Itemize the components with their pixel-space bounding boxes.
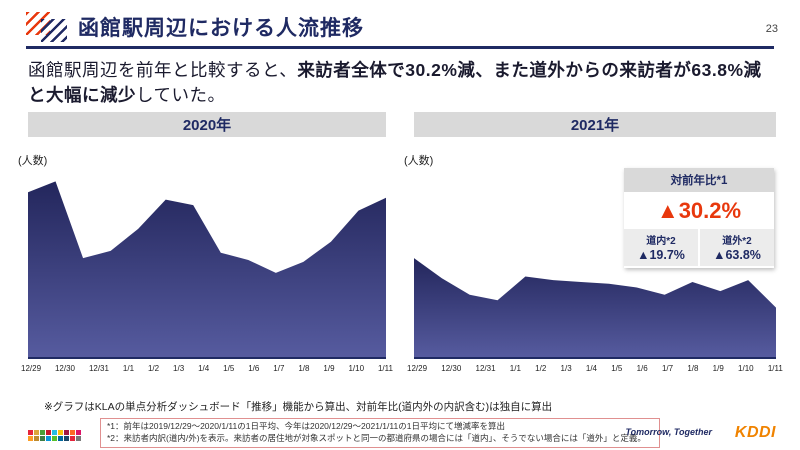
year-header-2021: 2021年 — [414, 112, 776, 137]
chart-source-footnote: ※グラフはKLAの単点分析ダッシュボード「推移」機能から算出、対前年比(道内外の… — [44, 401, 553, 413]
definition-notes-box: *1：前年は2019/12/29～2020/1/11の1日平均、今年は2020/… — [100, 418, 660, 448]
sdgs-square — [52, 436, 57, 441]
x-tick-label: 12/31 — [475, 364, 496, 373]
x-tick-label: 1/8 — [687, 364, 699, 373]
year-header-2020: 2020年 — [28, 112, 386, 137]
title-underline — [26, 46, 774, 49]
area-chart-2020 — [28, 174, 386, 359]
brand-tagline: Tomorrow, Together — [625, 427, 713, 437]
x-tick-label: 1/11 — [377, 364, 393, 373]
kddi-logo: KDDI — [734, 424, 776, 441]
y-axis-unit-label: (人数) — [404, 155, 434, 167]
yoy-dougai-label: 道外*2 — [722, 236, 752, 247]
x-tick-label: 1/6 — [636, 364, 648, 373]
header-stripes-icon — [26, 12, 70, 42]
yoy-dounai-value: ▲19.7% — [637, 248, 685, 262]
x-tick-label: 1/5 — [223, 364, 235, 373]
page-title: 函館駅周辺における人流推移 — [78, 17, 364, 40]
yoy-breakdown: 道内*2 ▲19.7% 道外*2 ▲63.8% — [624, 229, 774, 268]
y-axis-unit-label: (人数) — [18, 155, 48, 167]
x-tick-label: 12/30 — [441, 364, 462, 373]
lead-pre: 函館駅周辺を前年と比較すると、 — [28, 60, 298, 80]
lead-bold: 来訪者全体で30.2%減、また道外からの来訪者が63.8%減と大幅に減少 — [28, 60, 762, 106]
x-tick-label: 1/11 — [767, 364, 783, 373]
x-tick-label: 1/8 — [298, 364, 310, 373]
sdgs-square — [46, 430, 51, 435]
note-line-2: *2：来訪者内訳(道内/外)を表示。来訪者の居住地が対象スポットと同一の都道府県… — [107, 432, 646, 443]
yoy-title: 対前年比*1 — [624, 168, 774, 192]
yoy-box: 対前年比*1 ▲30.2% 道内*2 ▲19.7% 道外*2 ▲63.8% — [624, 168, 774, 268]
panel-2020: 2020年 (人数) 12/29 12/30 12/31 1/1 1/2 1/3 1/4 1/… — [18, 112, 393, 373]
x-tick-label: 1/3 — [173, 364, 185, 373]
x-tick-label: 1/1 — [509, 364, 521, 373]
x-tick-label: 1/5 — [611, 364, 623, 373]
sdgs-square — [46, 436, 51, 441]
yoy-cell-dougai: 道外*2 ▲63.8% — [700, 229, 774, 266]
sdgs-square — [58, 430, 63, 435]
sdgs-icon — [28, 430, 84, 441]
sdgs-square — [40, 430, 45, 435]
x-tick-label: 1/9 — [323, 364, 335, 373]
sdgs-square — [28, 436, 33, 441]
x-tick-label: 1/3 — [560, 364, 572, 373]
sdgs-square — [34, 430, 39, 435]
x-tick-label: 1/7 — [273, 364, 285, 373]
sdgs-square — [70, 436, 75, 441]
lead-text: 函館駅周辺を前年と比較すると、来訪者全体で30.2%減、また道外からの来訪者が6… — [28, 58, 776, 109]
yoy-dounai-label: 道内*2 — [646, 236, 676, 247]
sdgs-square — [40, 436, 45, 441]
x-tick-label: 12/30 — [54, 364, 75, 373]
x-tick-label: 1/6 — [248, 364, 260, 373]
x-tick-label: 1/9 — [712, 364, 724, 373]
x-tick-label: 1/1 — [122, 364, 135, 373]
x-axis-labels-2020: 12/29 12/30 12/31 1/1 1/2 1/3 1/4 1/5 1/6 1/7 1/8 1… — [21, 364, 393, 373]
x-tick-label: 1/4 — [198, 364, 210, 373]
x-tick-label: 1/10 — [738, 364, 754, 373]
navy-stripes-icon — [41, 19, 67, 42]
x-tick-label: 12/29 — [407, 364, 428, 373]
sdgs-square — [34, 436, 39, 441]
yoy-total-value: ▲30.2% — [624, 192, 774, 229]
x-tick-label: 1/7 — [661, 364, 674, 373]
sdgs-square — [76, 430, 81, 435]
sdgs-square — [70, 430, 75, 435]
sdgs-square — [64, 436, 69, 441]
sdgs-square — [76, 436, 81, 441]
x-tick-label: 12/29 — [21, 364, 42, 373]
x-tick-label: 1/2 — [535, 364, 547, 373]
sdgs-square — [58, 436, 63, 441]
x-tick-label: 1/4 — [585, 364, 597, 373]
note-line-1: *1：前年は2019/12/29～2020/1/11の1日平均、今年は2020/… — [107, 421, 505, 431]
sdgs-square — [64, 430, 69, 435]
x-tick-label: 1/2 — [147, 364, 160, 373]
panel-2021: 2021年 (人数) 12/29 12/30 12/31 1/1 1/2 1/3 1/4 1/… — [404, 112, 783, 373]
sdgs-square — [28, 430, 33, 435]
yoy-dougai-value: ▲63.8% — [713, 248, 761, 262]
area-chart-2021 — [414, 174, 776, 359]
page-number: 23 — [765, 23, 778, 35]
x-axis-labels-2021: 12/29 12/30 12/31 1/1 1/2 1/3 1/4 1/5 1/6 1/7 1/8 1… — [407, 364, 783, 373]
x-tick-label: 12/31 — [88, 364, 109, 373]
lead-post: していた。 — [136, 85, 226, 106]
sdgs-square — [52, 430, 57, 435]
x-tick-label: 1/10 — [348, 364, 365, 373]
yoy-cell-dounai: 道内*2 ▲19.7% — [624, 229, 698, 266]
